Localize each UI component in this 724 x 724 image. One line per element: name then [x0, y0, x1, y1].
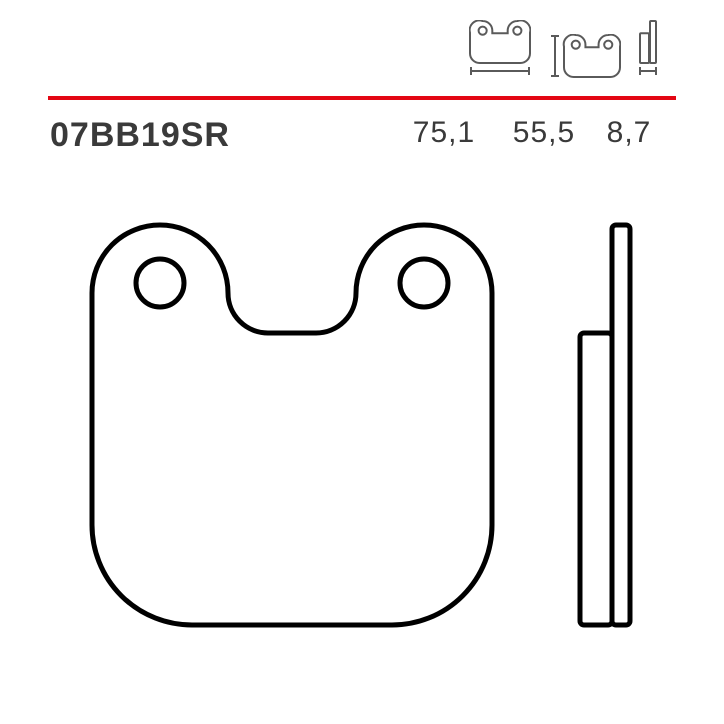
label-row: 07BB19SR 75,1 55,5 8,7	[0, 112, 724, 160]
page: { "part_number": "07BB19SR", "dimensions…	[0, 0, 724, 724]
width-dimension-icon	[469, 20, 531, 78]
width-value: 75,1	[394, 116, 494, 150]
dimension-icons	[469, 20, 659, 78]
height-dimension-icon	[549, 34, 621, 78]
divider-rule	[48, 96, 676, 100]
height-value: 55,5	[494, 116, 594, 150]
thickness-dimension-icon	[639, 20, 659, 78]
thickness-value: 8,7	[594, 116, 664, 150]
brake-pad-front-view	[72, 205, 512, 650]
technical-drawing	[0, 180, 724, 700]
part-number: 07BB19SR	[50, 116, 230, 155]
brake-pad-side-view	[560, 205, 650, 650]
header-row	[0, 20, 724, 90]
dimension-values: 75,1 55,5 8,7	[394, 116, 664, 150]
